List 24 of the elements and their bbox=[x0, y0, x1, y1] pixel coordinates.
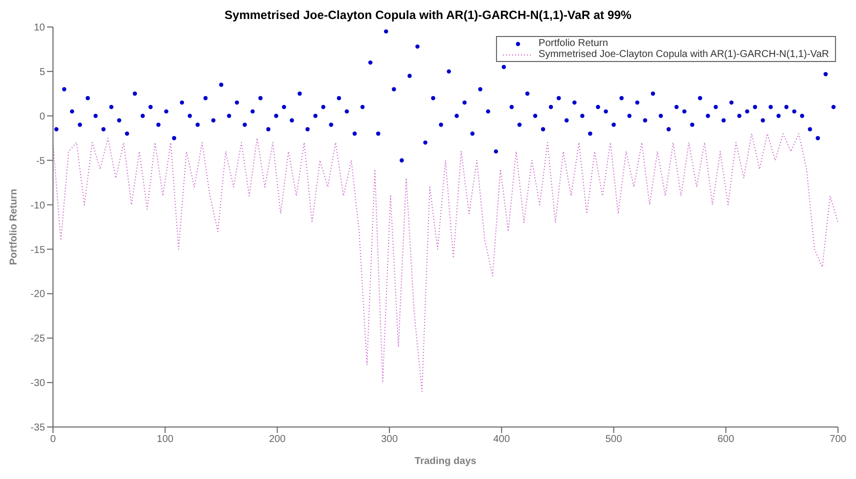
y-tick-label: -5 bbox=[36, 156, 46, 167]
y-tick-label: 0 bbox=[39, 111, 46, 122]
y-axis-title: Portfolio Return bbox=[8, 188, 20, 266]
x-axis-title: Trading days bbox=[414, 456, 477, 468]
x-tick-label: 300 bbox=[381, 434, 398, 446]
x-tick-label: 500 bbox=[605, 434, 622, 446]
y-tick-label: -30 bbox=[30, 378, 46, 390]
y-tick-label: -35 bbox=[30, 422, 46, 434]
y-tick-label: -10 bbox=[30, 200, 46, 212]
y-tick-label: 10 bbox=[34, 22, 46, 34]
x-tick-label: 700 bbox=[830, 434, 847, 446]
y-tick-label: -15 bbox=[30, 244, 46, 256]
x-tick-label: 400 bbox=[493, 434, 510, 446]
x-tick-label: 600 bbox=[718, 434, 735, 446]
legend-label: Symmetrised Joe-Clayton Copula with AR(1)-GARCH-N(1,1)-VaR bbox=[538, 49, 829, 60]
legend-label: Portfolio Return bbox=[538, 38, 608, 49]
y-tick-label: 5 bbox=[39, 66, 46, 78]
y-tick-label: -25 bbox=[30, 334, 46, 345]
chart-title: Symmetrised Joe-Clayton Copula with AR(1)-GARCH-N(1,1)-VaR at 99% bbox=[224, 8, 632, 22]
x-tick-label: 200 bbox=[268, 434, 286, 446]
x-tick-label: 0 bbox=[50, 434, 56, 446]
y-tick-label: -20 bbox=[30, 289, 46, 300]
line-series bbox=[53, 133, 838, 392]
x-tick-label: 100 bbox=[156, 434, 174, 446]
